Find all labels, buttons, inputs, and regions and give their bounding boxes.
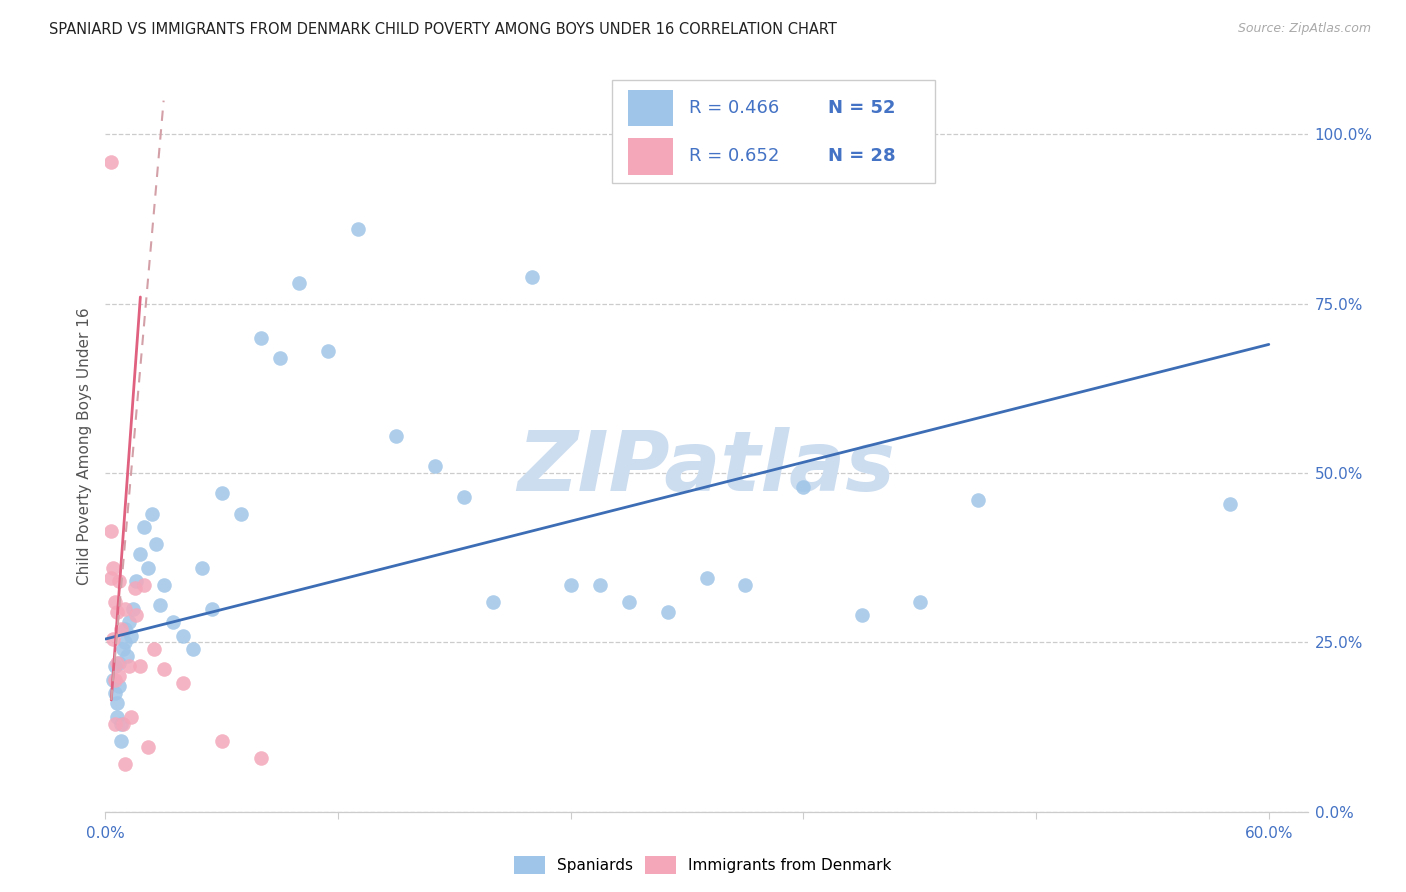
Point bbox=[118, 615, 141, 629]
Point bbox=[792, 480, 814, 494]
Point bbox=[120, 710, 142, 724]
Point bbox=[346, 222, 368, 236]
Point bbox=[104, 686, 127, 700]
Point bbox=[560, 578, 582, 592]
Point bbox=[589, 578, 612, 592]
Point bbox=[141, 507, 163, 521]
Point bbox=[100, 524, 122, 538]
Point bbox=[114, 635, 136, 649]
Point bbox=[100, 154, 122, 169]
Text: Source: ZipAtlas.com: Source: ZipAtlas.com bbox=[1237, 22, 1371, 36]
Point bbox=[108, 574, 131, 589]
Text: SPANIARD VS IMMIGRANTS FROM DENMARK CHILD POVERTY AMONG BOYS UNDER 16 CORRELATIO: SPANIARD VS IMMIGRANTS FROM DENMARK CHIL… bbox=[49, 22, 837, 37]
Bar bbox=[627, 89, 673, 127]
Point bbox=[657, 605, 679, 619]
Point bbox=[103, 561, 125, 575]
Point bbox=[104, 659, 127, 673]
Text: R = 0.466: R = 0.466 bbox=[689, 99, 779, 117]
Point bbox=[482, 595, 505, 609]
Point bbox=[110, 716, 132, 731]
Point bbox=[172, 676, 194, 690]
Point bbox=[110, 622, 132, 636]
Y-axis label: Child Poverty Among Boys Under 16: Child Poverty Among Boys Under 16 bbox=[76, 307, 91, 585]
Point bbox=[105, 656, 128, 670]
Point bbox=[152, 578, 174, 592]
Text: N = 28: N = 28 bbox=[828, 147, 896, 165]
Point bbox=[104, 673, 127, 687]
Point bbox=[104, 716, 127, 731]
Point bbox=[249, 331, 271, 345]
Point bbox=[142, 642, 165, 657]
Point bbox=[105, 710, 128, 724]
Point bbox=[201, 601, 224, 615]
Point bbox=[269, 351, 291, 365]
Point bbox=[231, 507, 253, 521]
Point bbox=[103, 673, 125, 687]
Point bbox=[136, 740, 159, 755]
Point bbox=[136, 561, 159, 575]
Bar bbox=[627, 137, 673, 175]
Point bbox=[125, 608, 148, 623]
Point bbox=[121, 601, 143, 615]
Point bbox=[105, 605, 128, 619]
Point bbox=[115, 648, 138, 663]
Point bbox=[129, 659, 152, 673]
Point bbox=[111, 642, 134, 657]
Point bbox=[696, 571, 718, 585]
Point bbox=[162, 615, 184, 629]
Legend: Spaniards, Immigrants from Denmark: Spaniards, Immigrants from Denmark bbox=[509, 850, 897, 880]
Text: N = 52: N = 52 bbox=[828, 99, 896, 117]
Point bbox=[103, 632, 125, 646]
Point bbox=[104, 595, 127, 609]
Point bbox=[134, 578, 156, 592]
Point bbox=[617, 595, 640, 609]
Point bbox=[120, 629, 142, 643]
Point bbox=[453, 490, 475, 504]
Point bbox=[249, 750, 271, 764]
Point bbox=[125, 574, 148, 589]
Point bbox=[100, 571, 122, 585]
Point bbox=[734, 578, 756, 592]
Point bbox=[129, 547, 152, 561]
Point bbox=[967, 493, 990, 508]
Point bbox=[108, 669, 131, 683]
Point bbox=[423, 459, 446, 474]
Point bbox=[118, 659, 141, 673]
FancyBboxPatch shape bbox=[612, 80, 935, 183]
Point bbox=[288, 277, 311, 291]
Point bbox=[110, 733, 132, 747]
Point bbox=[108, 680, 131, 694]
Point bbox=[114, 757, 136, 772]
Point bbox=[520, 269, 543, 284]
Point bbox=[191, 561, 214, 575]
Point bbox=[134, 520, 156, 534]
Point bbox=[111, 716, 134, 731]
Point bbox=[211, 733, 233, 747]
Point bbox=[114, 622, 136, 636]
Point bbox=[108, 656, 131, 670]
Point bbox=[908, 595, 931, 609]
Point bbox=[105, 697, 128, 711]
Text: R = 0.652: R = 0.652 bbox=[689, 147, 779, 165]
Point bbox=[145, 537, 167, 551]
Point bbox=[1219, 497, 1241, 511]
Point bbox=[385, 429, 408, 443]
Text: ZIPatlas: ZIPatlas bbox=[517, 427, 896, 508]
Point bbox=[124, 581, 146, 595]
Point bbox=[851, 608, 873, 623]
Point bbox=[172, 629, 194, 643]
Point bbox=[114, 601, 136, 615]
Point bbox=[211, 486, 233, 500]
Point bbox=[149, 598, 172, 612]
Point bbox=[318, 344, 340, 359]
Point bbox=[181, 642, 204, 657]
Point bbox=[152, 663, 174, 677]
